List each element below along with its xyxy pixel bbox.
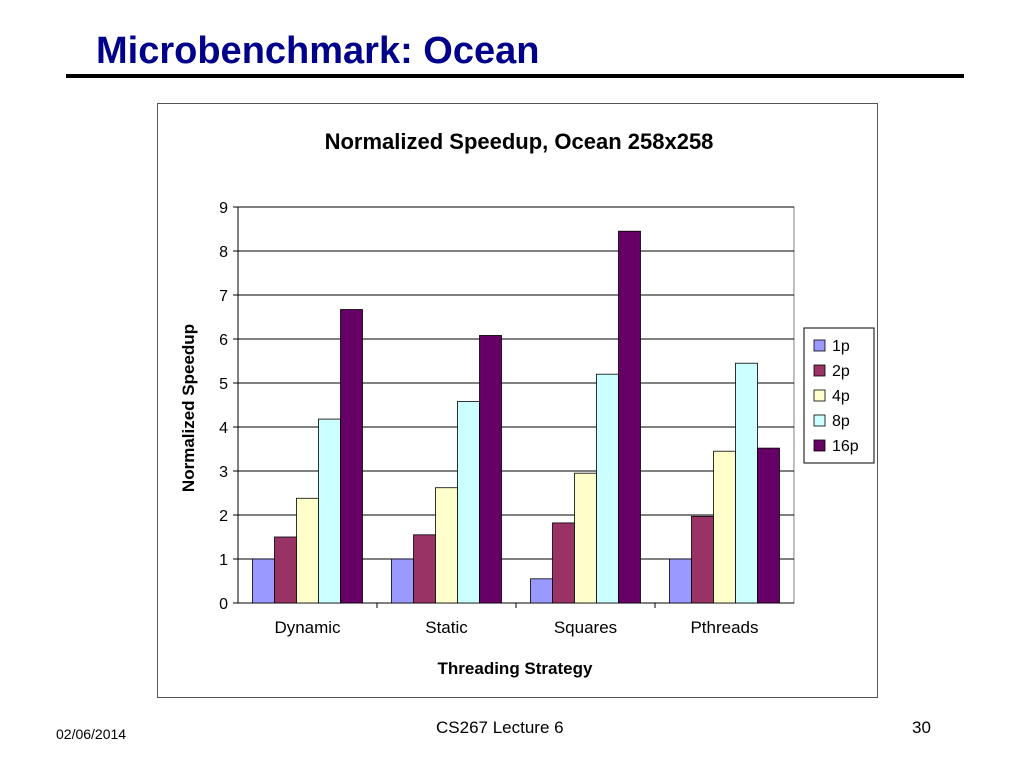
- legend-label-2p: 2p: [832, 363, 850, 380]
- bar-1p-squares: [530, 578, 553, 604]
- bar-4p-dynamic: [296, 497, 319, 604]
- bar-16p-dynamic: [340, 309, 363, 604]
- legend-swatch-16p: [813, 439, 826, 452]
- legend-swatch-4p: [813, 389, 826, 402]
- footer-date: 02/06/2014: [56, 726, 127, 742]
- bar-2p-pthreads: [691, 515, 714, 604]
- page-number: 30: [912, 718, 931, 737]
- x-tick-label: Pthreads: [690, 618, 758, 637]
- bar-2p-static: [413, 534, 436, 604]
- bar-8p-squares: [596, 373, 619, 604]
- footer-lecture: CS267 Lecture 6: [436, 718, 564, 737]
- y-tick-label: 1: [219, 552, 228, 569]
- legend-label-4p: 4p: [832, 388, 850, 405]
- bar-4p-static: [435, 487, 458, 604]
- y-tick-label: 7: [219, 288, 228, 305]
- bar-2p-squares: [552, 522, 575, 604]
- bar-8p-pthreads: [735, 362, 758, 604]
- bar-16p-squares: [618, 230, 641, 604]
- chart-frame: Normalized Speedup, Ocean 258x258 Normal…: [157, 103, 878, 698]
- legend-swatch-8p: [813, 414, 826, 427]
- bar-1p-static: [391, 558, 414, 604]
- legend: 1p 2p 4p 8p 16p: [803, 327, 875, 464]
- x-axis-label: Threading Strategy: [438, 659, 593, 678]
- y-tick-label: 8: [219, 244, 228, 261]
- y-tick-label: 2: [219, 508, 228, 525]
- x-tick-label: Dynamic: [274, 618, 341, 637]
- bar-chart: Normalized Speedup, Ocean 258x258 Normal…: [179, 129, 875, 678]
- x-tick-label: Squares: [554, 618, 617, 637]
- legend-swatch-1p: [813, 339, 826, 352]
- legend-label-8p: 8p: [832, 413, 850, 430]
- legend-swatch-2p: [813, 364, 826, 377]
- y-tick-label: 5: [219, 376, 228, 393]
- slide-title: Microbenchmark: Ocean: [96, 30, 540, 72]
- bar-8p-static: [457, 401, 480, 604]
- y-tick-label: 6: [219, 332, 228, 349]
- bar-4p-squares: [574, 472, 597, 604]
- bar-1p-dynamic: [252, 558, 275, 604]
- title-rule: [66, 74, 964, 78]
- legend-label-16p: 16p: [832, 438, 859, 455]
- y-tick-label: 3: [219, 464, 228, 481]
- y-axis-label: Normalized Speedup: [179, 324, 198, 492]
- chart-title: Normalized Speedup, Ocean 258x258: [325, 129, 714, 154]
- legend-label-1p: 1p: [832, 338, 850, 355]
- bar-8p-dynamic: [318, 418, 341, 604]
- bar-16p-pthreads: [757, 447, 780, 604]
- bar-1p-pthreads: [669, 558, 692, 604]
- bar-16p-static: [479, 335, 502, 604]
- bar-2p-dynamic: [274, 536, 297, 604]
- x-tick-label: Static: [425, 618, 468, 637]
- y-tick-label: 4: [219, 420, 228, 437]
- y-tick-label: 0: [219, 596, 228, 613]
- plot-area: 0 1 2 3 4 5 6 7 8 9 Dynamic Static Squares Pthreads: [219, 200, 795, 637]
- y-tick-label: 9: [219, 200, 228, 217]
- bar-4p-pthreads: [713, 450, 736, 604]
